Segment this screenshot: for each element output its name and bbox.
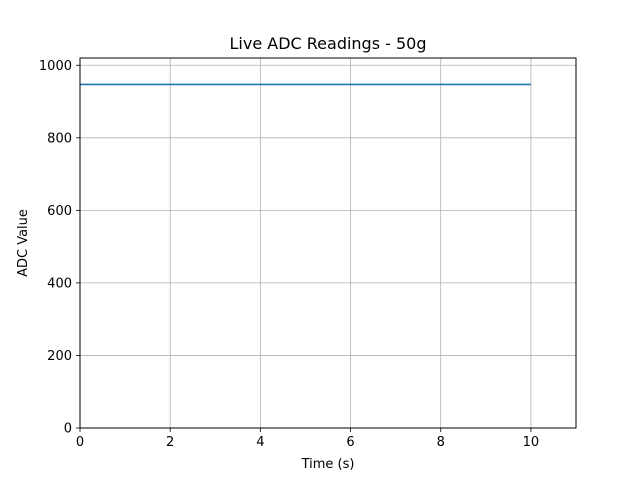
plot-frame: [79, 57, 577, 429]
y-tick-label: 0: [64, 422, 72, 437]
y-axis-label: ADC Value: [16, 209, 31, 277]
x-tick-label: 6: [346, 435, 354, 450]
chart-title: Live ADC Readings - 50g: [229, 34, 426, 53]
plot-area: [80, 58, 576, 428]
y-tick-label: 1000: [39, 59, 72, 74]
x-tick-label: 2: [166, 435, 174, 450]
y-tick-label: 800: [47, 131, 72, 146]
x-tick-label: 8: [437, 435, 445, 450]
x-tick-label: 0: [76, 435, 84, 450]
x-axis-ticks: 0 2 4 6 8 10: [76, 428, 539, 450]
y-axis-ticks: 0 200 400 600 800 1000: [39, 59, 80, 437]
y-tick-label: 400: [47, 276, 72, 291]
grid: [79, 58, 576, 429]
y-tick-label: 600: [47, 204, 72, 219]
x-axis-label: Time (s): [301, 457, 355, 472]
x-tick-label: 4: [256, 435, 264, 450]
y-tick-label: 200: [47, 349, 72, 364]
x-tick-label: 10: [523, 435, 540, 450]
